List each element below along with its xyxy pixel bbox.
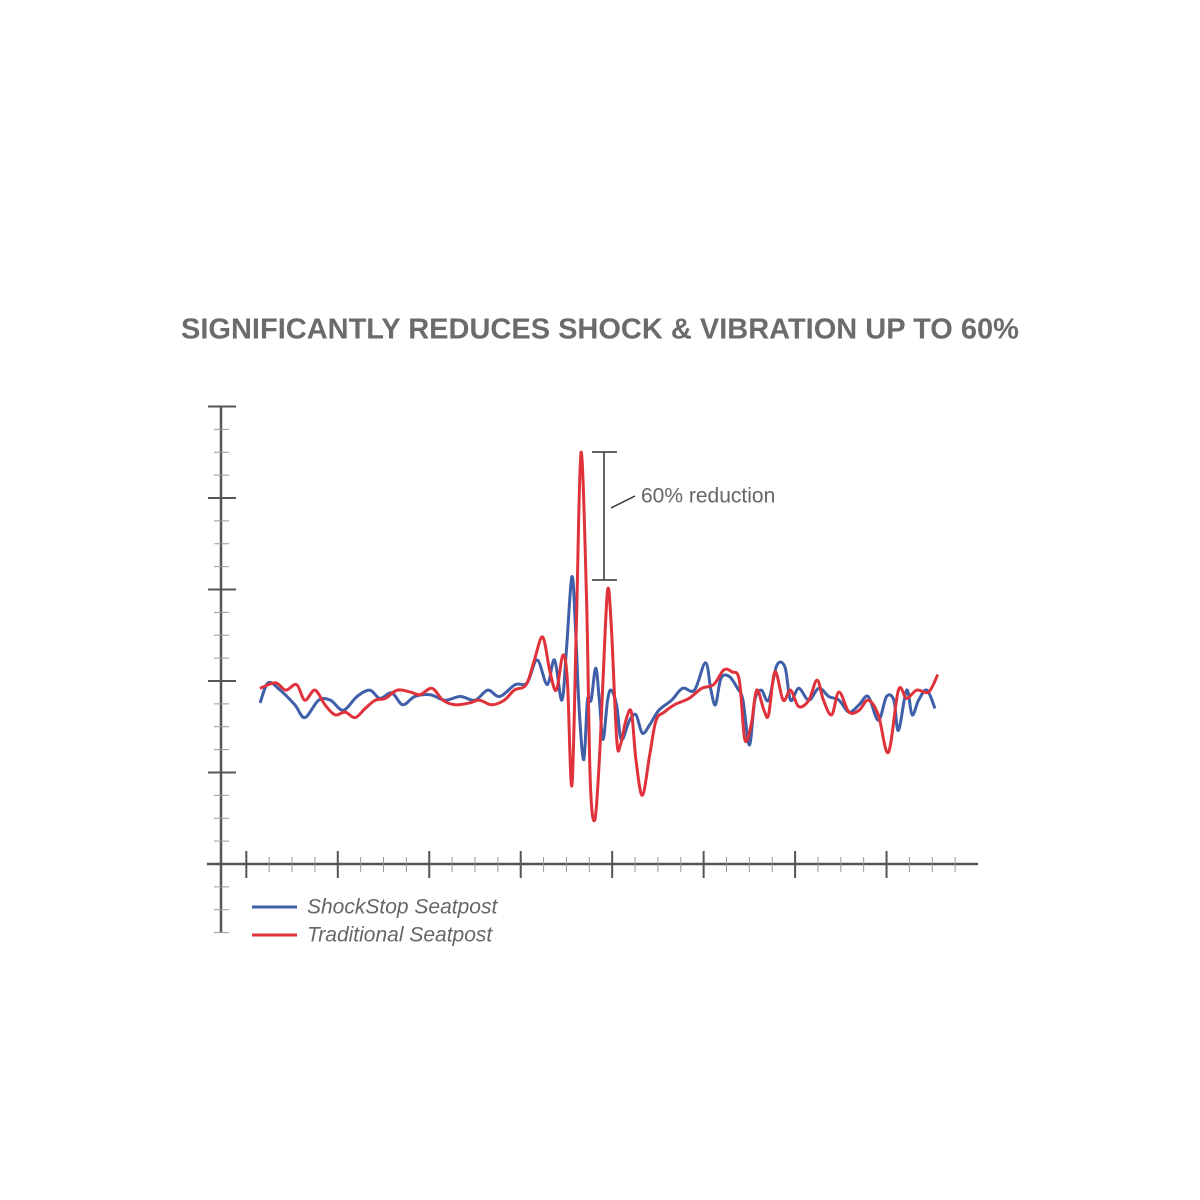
series-line xyxy=(258,575,937,762)
annotation: 60% reduction xyxy=(641,485,775,508)
legend-label: Traditional Seatpost xyxy=(307,924,493,947)
chart-title: SIGNIFICANTLY REDUCES SHOCK & VIBRATION … xyxy=(181,314,1019,346)
legend-label: ShockStop Seatpost xyxy=(307,896,498,919)
reduction-bracket xyxy=(592,451,636,581)
series-line xyxy=(259,450,940,823)
annotation-leader xyxy=(610,495,636,509)
